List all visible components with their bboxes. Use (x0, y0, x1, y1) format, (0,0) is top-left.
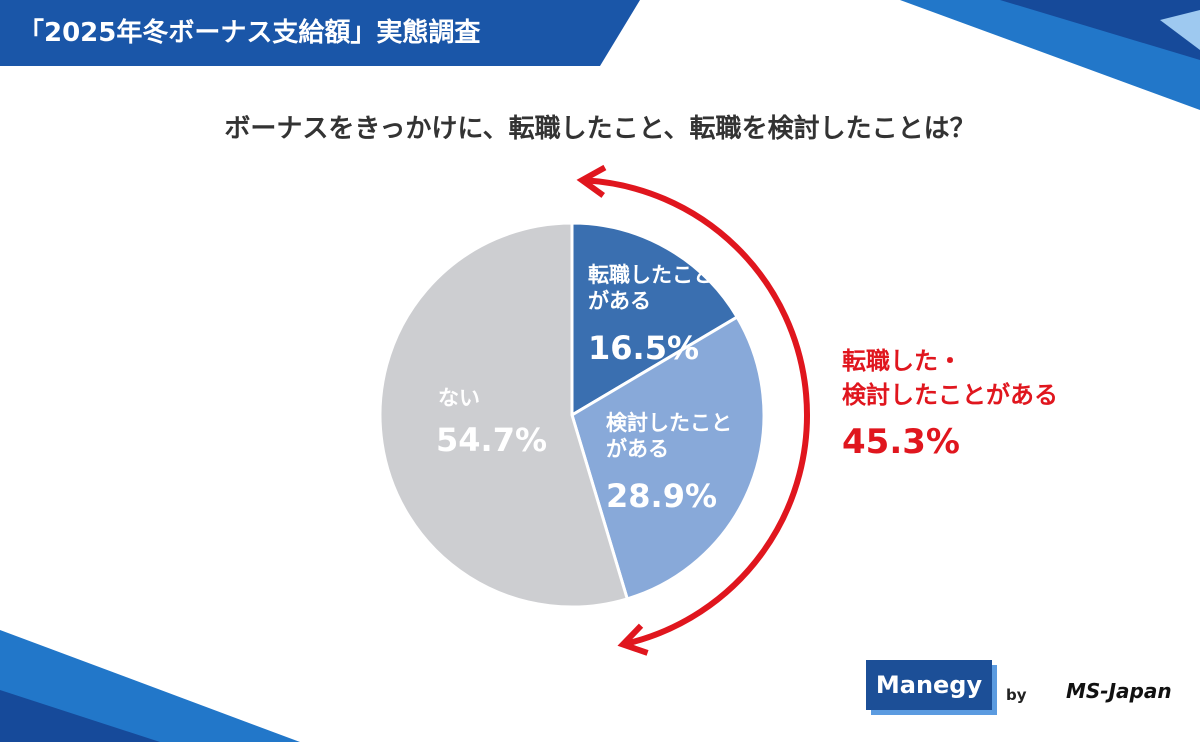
slice-category: ない (438, 386, 480, 410)
company-logo: MS-Japan (1066, 679, 1172, 703)
header-band (0, 0, 640, 66)
arrow-head (617, 623, 649, 656)
decor (0, 690, 160, 742)
brand-logo: Manegy (866, 660, 992, 710)
arrow-head (576, 164, 607, 198)
decor (0, 630, 300, 742)
chart-title: ボーナスをきっかけに、転職したこと、転職を検討したことは？ (224, 114, 976, 144)
slice-category: 検討したこと がある (606, 411, 732, 462)
logo-by: by (1006, 686, 1027, 704)
pie-slice (378, 221, 630, 609)
decor (1160, 10, 1200, 50)
annotation-text: 転職した・ 検討したことがある (842, 347, 1058, 409)
pie-slice (570, 221, 740, 418)
header-title: 「2025年冬ボーナス支給額」実態調査 (18, 18, 481, 48)
decor (1000, 0, 1200, 60)
annotation-arc (585, 177, 810, 647)
slice-value: 54.7% (436, 421, 548, 459)
annotation-value: 45.3% (842, 422, 960, 462)
slice-category: 転職したこと がある (588, 263, 714, 314)
slice-value: 28.9% (606, 477, 718, 515)
pie-slice (570, 315, 766, 601)
slice-value: 16.5% (588, 329, 700, 367)
